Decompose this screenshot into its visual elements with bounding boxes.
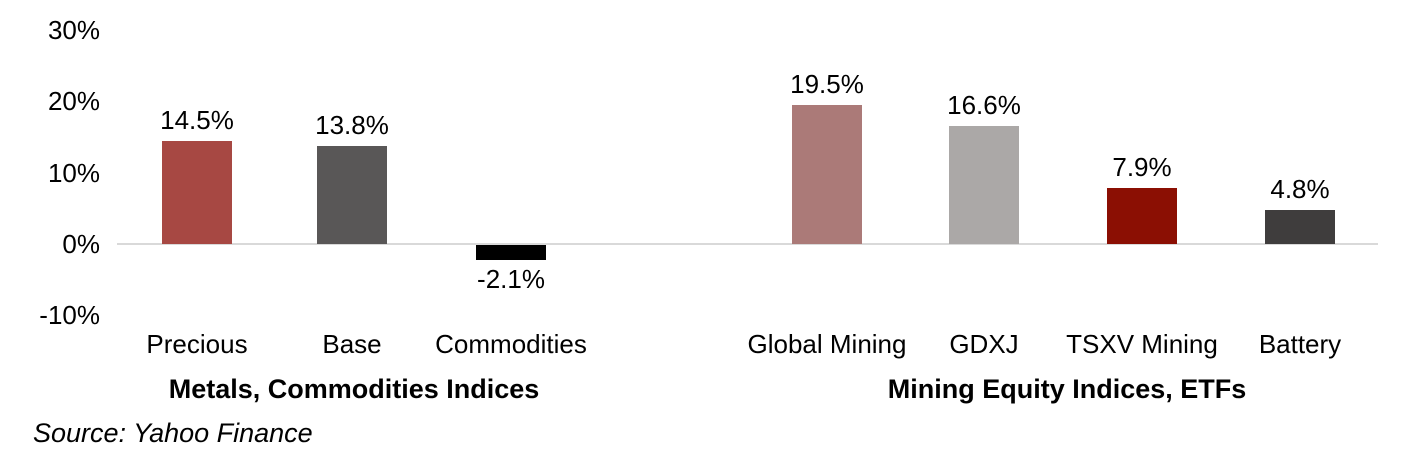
bar-precious [162, 140, 232, 244]
category-label: Commodities [435, 329, 587, 359]
y-tick-label: 0% [62, 229, 100, 259]
category-label: TSXV Mining [1066, 329, 1218, 359]
data-label: 14.5% [160, 104, 234, 135]
category-label: Battery [1258, 329, 1342, 359]
y-tick-label: 30% [47, 15, 100, 45]
category-label: Precious [146, 329, 248, 359]
y-tick-label: -10% [39, 300, 100, 331]
data-label: 16.6% [947, 89, 1021, 120]
category-label: Base [322, 329, 382, 359]
y-tick-label: 10% [47, 157, 100, 188]
bar-global-mining [792, 104, 862, 244]
bar-battery [1265, 209, 1335, 244]
category-label: GDXJ [949, 329, 1019, 359]
bar-tsxv-mining [1107, 187, 1177, 244]
bar-commodities [476, 245, 546, 260]
data-label: 13.8% [315, 109, 389, 140]
category-label: Global Mining [747, 329, 907, 359]
data-label: 4.8% [1270, 173, 1330, 204]
data-label: 7.9% [1112, 151, 1172, 182]
source-note: Source: Yahoo Finance [33, 418, 313, 448]
y-tick-label: 20% [47, 86, 100, 117]
bar-gdxj [949, 125, 1019, 244]
zero-axis-line [117, 243, 1378, 245]
bar-base [317, 145, 387, 244]
group-title-metals-commodities: Metals, Commodities Indices [168, 374, 540, 404]
group-title-mining-equity: Mining Equity Indices, ETFs [887, 374, 1247, 404]
data-label: -2.1% [477, 263, 545, 294]
data-label: 19.5% [790, 68, 864, 99]
